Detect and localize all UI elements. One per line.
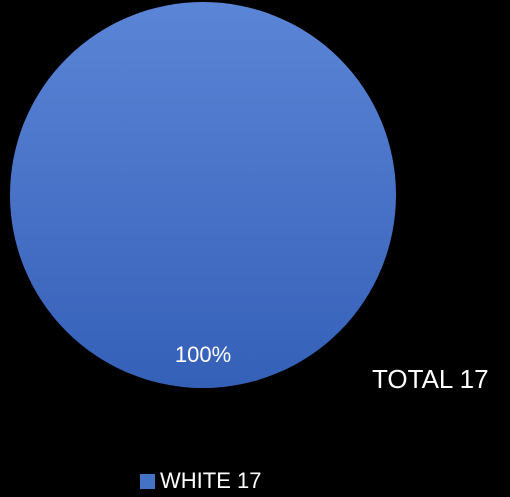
legend-label-white: WHITE 17 [160, 468, 262, 493]
legend-swatch-white [140, 473, 155, 489]
legend: WHITE 17 [140, 468, 261, 494]
pie-slice-0 [10, 2, 396, 388]
slice-percent-label-0: 100% [175, 342, 231, 367]
total-annotation: TOTAL 17 [372, 364, 489, 394]
